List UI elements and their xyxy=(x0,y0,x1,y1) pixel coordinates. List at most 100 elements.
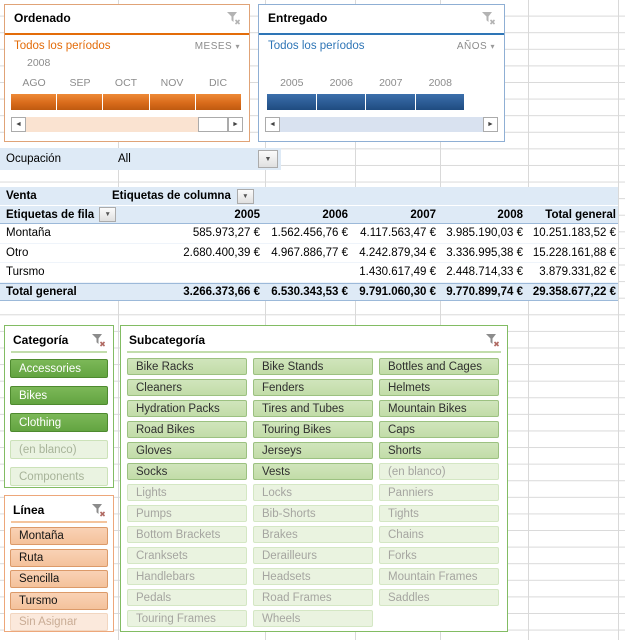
slicer-item-touring-bikes[interactable]: Touring Bikes xyxy=(253,421,373,438)
timeline-segment-dic[interactable] xyxy=(195,94,242,110)
slicer-item-gloves[interactable]: Gloves xyxy=(127,442,247,459)
slicer-item-tires-and-tubes[interactable]: Tires and Tubes xyxy=(253,400,373,417)
slicer-item-handlebars[interactable]: Handlebars xyxy=(127,568,247,585)
pivot-value-cell[interactable]: 585.973,27 € xyxy=(192,227,260,240)
clear-filter-icon[interactable] xyxy=(91,333,106,347)
slicer-item-mountain-bikes[interactable]: Mountain Bikes xyxy=(379,400,499,417)
clear-filter-icon[interactable] xyxy=(91,503,106,517)
slicer-item-socks[interactable]: Socks xyxy=(127,463,247,480)
slicer-item-brakes[interactable]: Brakes xyxy=(253,526,373,543)
column-labels-filter-dropdown[interactable]: ▼ xyxy=(236,188,254,204)
slicer-item-cleaners[interactable]: Cleaners xyxy=(127,379,247,396)
timeline-level-dropdown[interactable]: AÑOS ▾ xyxy=(456,40,495,52)
slicer-item-accessories[interactable]: Accessories xyxy=(10,359,108,378)
pivot-value-cell[interactable]: 4.967.886,77 € xyxy=(271,246,348,259)
pivot-column-header-2006[interactable]: 2006 xyxy=(322,208,348,221)
pivot-value-cell[interactable]: 15.228.161,88 € xyxy=(532,246,616,259)
slicer-item-sencilla[interactable]: Sencilla xyxy=(10,570,108,588)
slicer-item-derailleurs[interactable]: Derailleurs xyxy=(253,547,373,564)
pivot-total-label[interactable]: Total general xyxy=(6,285,77,298)
slicer-item-tursmo[interactable]: Tursmo xyxy=(10,591,108,610)
scroll-right-button[interactable]: ► xyxy=(483,117,498,132)
timeline-segment-nov[interactable] xyxy=(149,94,195,110)
pivot-column-header-2007[interactable]: 2007 xyxy=(410,208,436,221)
slicer-item-hydration-packs[interactable]: Hydration Packs xyxy=(127,400,247,417)
pivot-column-header-2005[interactable]: 2005 xyxy=(234,208,260,221)
pivot-row-label[interactable]: Montaña xyxy=(6,227,51,240)
pivot-row-label[interactable]: Tursmo xyxy=(6,266,45,279)
slicer-item-shorts[interactable]: Shorts xyxy=(379,442,499,459)
pivot-column-area-label[interactable]: Etiquetas de columna xyxy=(112,190,231,202)
slicer-item-bib-shorts[interactable]: Bib-Shorts xyxy=(253,505,373,522)
slicer-item-chains[interactable]: Chains xyxy=(379,526,499,543)
slicer-item-components[interactable]: Components xyxy=(10,467,108,486)
pivot-total-value-cell[interactable]: 9.791.060,30 € xyxy=(359,285,436,298)
slicer-item-en-blanco[interactable]: (en blanco) xyxy=(10,440,108,459)
slicer-item-tights[interactable]: Tights xyxy=(379,505,499,522)
slicer-item-bike-racks[interactable]: Bike Racks xyxy=(127,358,247,375)
scrollbar-track[interactable] xyxy=(26,117,228,132)
slicer-item-saddles[interactable]: Saddles xyxy=(379,589,499,606)
slicer-item-panniers[interactable]: Panniers xyxy=(379,484,499,501)
pivot-value-cell[interactable]: 3.985.190,03 € xyxy=(446,227,523,240)
timeline-segment-ago[interactable] xyxy=(11,94,57,110)
slicer-item-headsets[interactable]: Headsets xyxy=(253,568,373,585)
scrollbar-track[interactable] xyxy=(280,117,483,132)
slicer-item-mountain-frames[interactable]: Mountain Frames xyxy=(379,568,499,585)
pivot-value-label[interactable]: Venta xyxy=(6,190,37,202)
clear-filter-icon[interactable] xyxy=(485,333,500,347)
slicer-item-fenders[interactable]: Fenders xyxy=(253,379,373,396)
pivot-column-header-2008[interactable]: 2008 xyxy=(497,208,523,221)
pivot-value-cell[interactable]: 1.562.456,76 € xyxy=(271,227,348,240)
report-filter-label[interactable]: Ocupación xyxy=(6,153,61,165)
pivot-value-cell[interactable]: 3.336.995,38 € xyxy=(446,246,523,259)
slicer-item-locks[interactable]: Locks xyxy=(253,484,373,501)
pivot-value-cell[interactable]: 4.242.879,34 € xyxy=(359,246,436,259)
row-labels-filter-dropdown[interactable]: ▼ xyxy=(99,207,117,222)
slicer-item-wheels[interactable]: Wheels xyxy=(253,610,373,627)
slicer-item-pedals[interactable]: Pedals xyxy=(127,589,247,606)
slicer-item-bottom-brackets[interactable]: Bottom Brackets xyxy=(127,526,247,543)
pivot-value-cell[interactable]: 2.448.714,33 € xyxy=(446,266,523,279)
pivot-value-cell[interactable]: 1.430.617,49 € xyxy=(359,266,436,279)
slicer-item-bottles-and-cages[interactable]: Bottles and Cages xyxy=(379,358,499,375)
pivot-value-cell[interactable]: 2.680.400,39 € xyxy=(183,246,260,259)
slicer-item-forks[interactable]: Forks xyxy=(379,547,499,564)
timeline-segment-2006[interactable] xyxy=(316,94,365,110)
slicer-item-lights[interactable]: Lights xyxy=(127,484,247,501)
clear-filter-icon[interactable] xyxy=(481,11,496,25)
timeline-level-dropdown[interactable]: MESES ▾ xyxy=(194,40,240,52)
slicer-item-jerseys[interactable]: Jerseys xyxy=(253,442,373,459)
timeline-segment-2005[interactable] xyxy=(267,94,316,110)
pivot-value-cell[interactable]: 3.879.331,82 € xyxy=(539,266,616,279)
timeline-segment-sep[interactable] xyxy=(57,94,103,110)
slicer-item-helmets[interactable]: Helmets xyxy=(379,379,499,396)
pivot-column-header-total-general[interactable]: Total general xyxy=(545,208,616,221)
pivot-row-label[interactable]: Otro xyxy=(6,246,29,259)
slicer-item-sin-asignar[interactable]: Sin Asignar xyxy=(10,613,108,631)
slicer-item-vests[interactable]: Vests xyxy=(253,463,373,480)
slicer-item-cranksets[interactable]: Cranksets xyxy=(127,547,247,564)
scroll-left-button[interactable]: ◄ xyxy=(265,117,280,132)
clear-filter-icon[interactable] xyxy=(226,11,241,25)
timeline-segment-oct[interactable] xyxy=(103,94,149,110)
slicer-item-en-blanco[interactable]: (en blanco) xyxy=(379,463,499,480)
pivot-total-value-cell[interactable]: 29.358.677,22 € xyxy=(532,285,616,298)
report-filter-value[interactable]: All xyxy=(118,153,131,165)
slicer-item-ruta[interactable]: Ruta xyxy=(10,548,108,567)
pivot-total-value-cell[interactable]: 9.770.899,74 € xyxy=(446,285,523,298)
slicer-item-monta-a[interactable]: Montaña xyxy=(10,527,108,545)
scrollbar-thumb[interactable] xyxy=(198,117,228,132)
report-filter-dropdown[interactable]: ▼ xyxy=(258,150,278,168)
slicer-item-touring-frames[interactable]: Touring Frames xyxy=(127,610,247,627)
slicer-item-bike-stands[interactable]: Bike Stands xyxy=(253,358,373,375)
pivot-value-cell[interactable]: 4.117.563,47 € xyxy=(360,227,436,240)
pivot-row-area-label[interactable]: Etiquetas de fila xyxy=(6,208,95,221)
slicer-item-clothing[interactable]: Clothing xyxy=(10,413,108,432)
timeline-segment-2008[interactable] xyxy=(415,94,464,110)
pivot-total-value-cell[interactable]: 3.266.373,66 € xyxy=(183,285,260,298)
slicer-item-caps[interactable]: Caps xyxy=(379,421,499,438)
scroll-right-button[interactable]: ► xyxy=(228,117,243,132)
slicer-item-road-frames[interactable]: Road Frames xyxy=(253,589,373,606)
timeline-segment-2007[interactable] xyxy=(366,94,415,110)
